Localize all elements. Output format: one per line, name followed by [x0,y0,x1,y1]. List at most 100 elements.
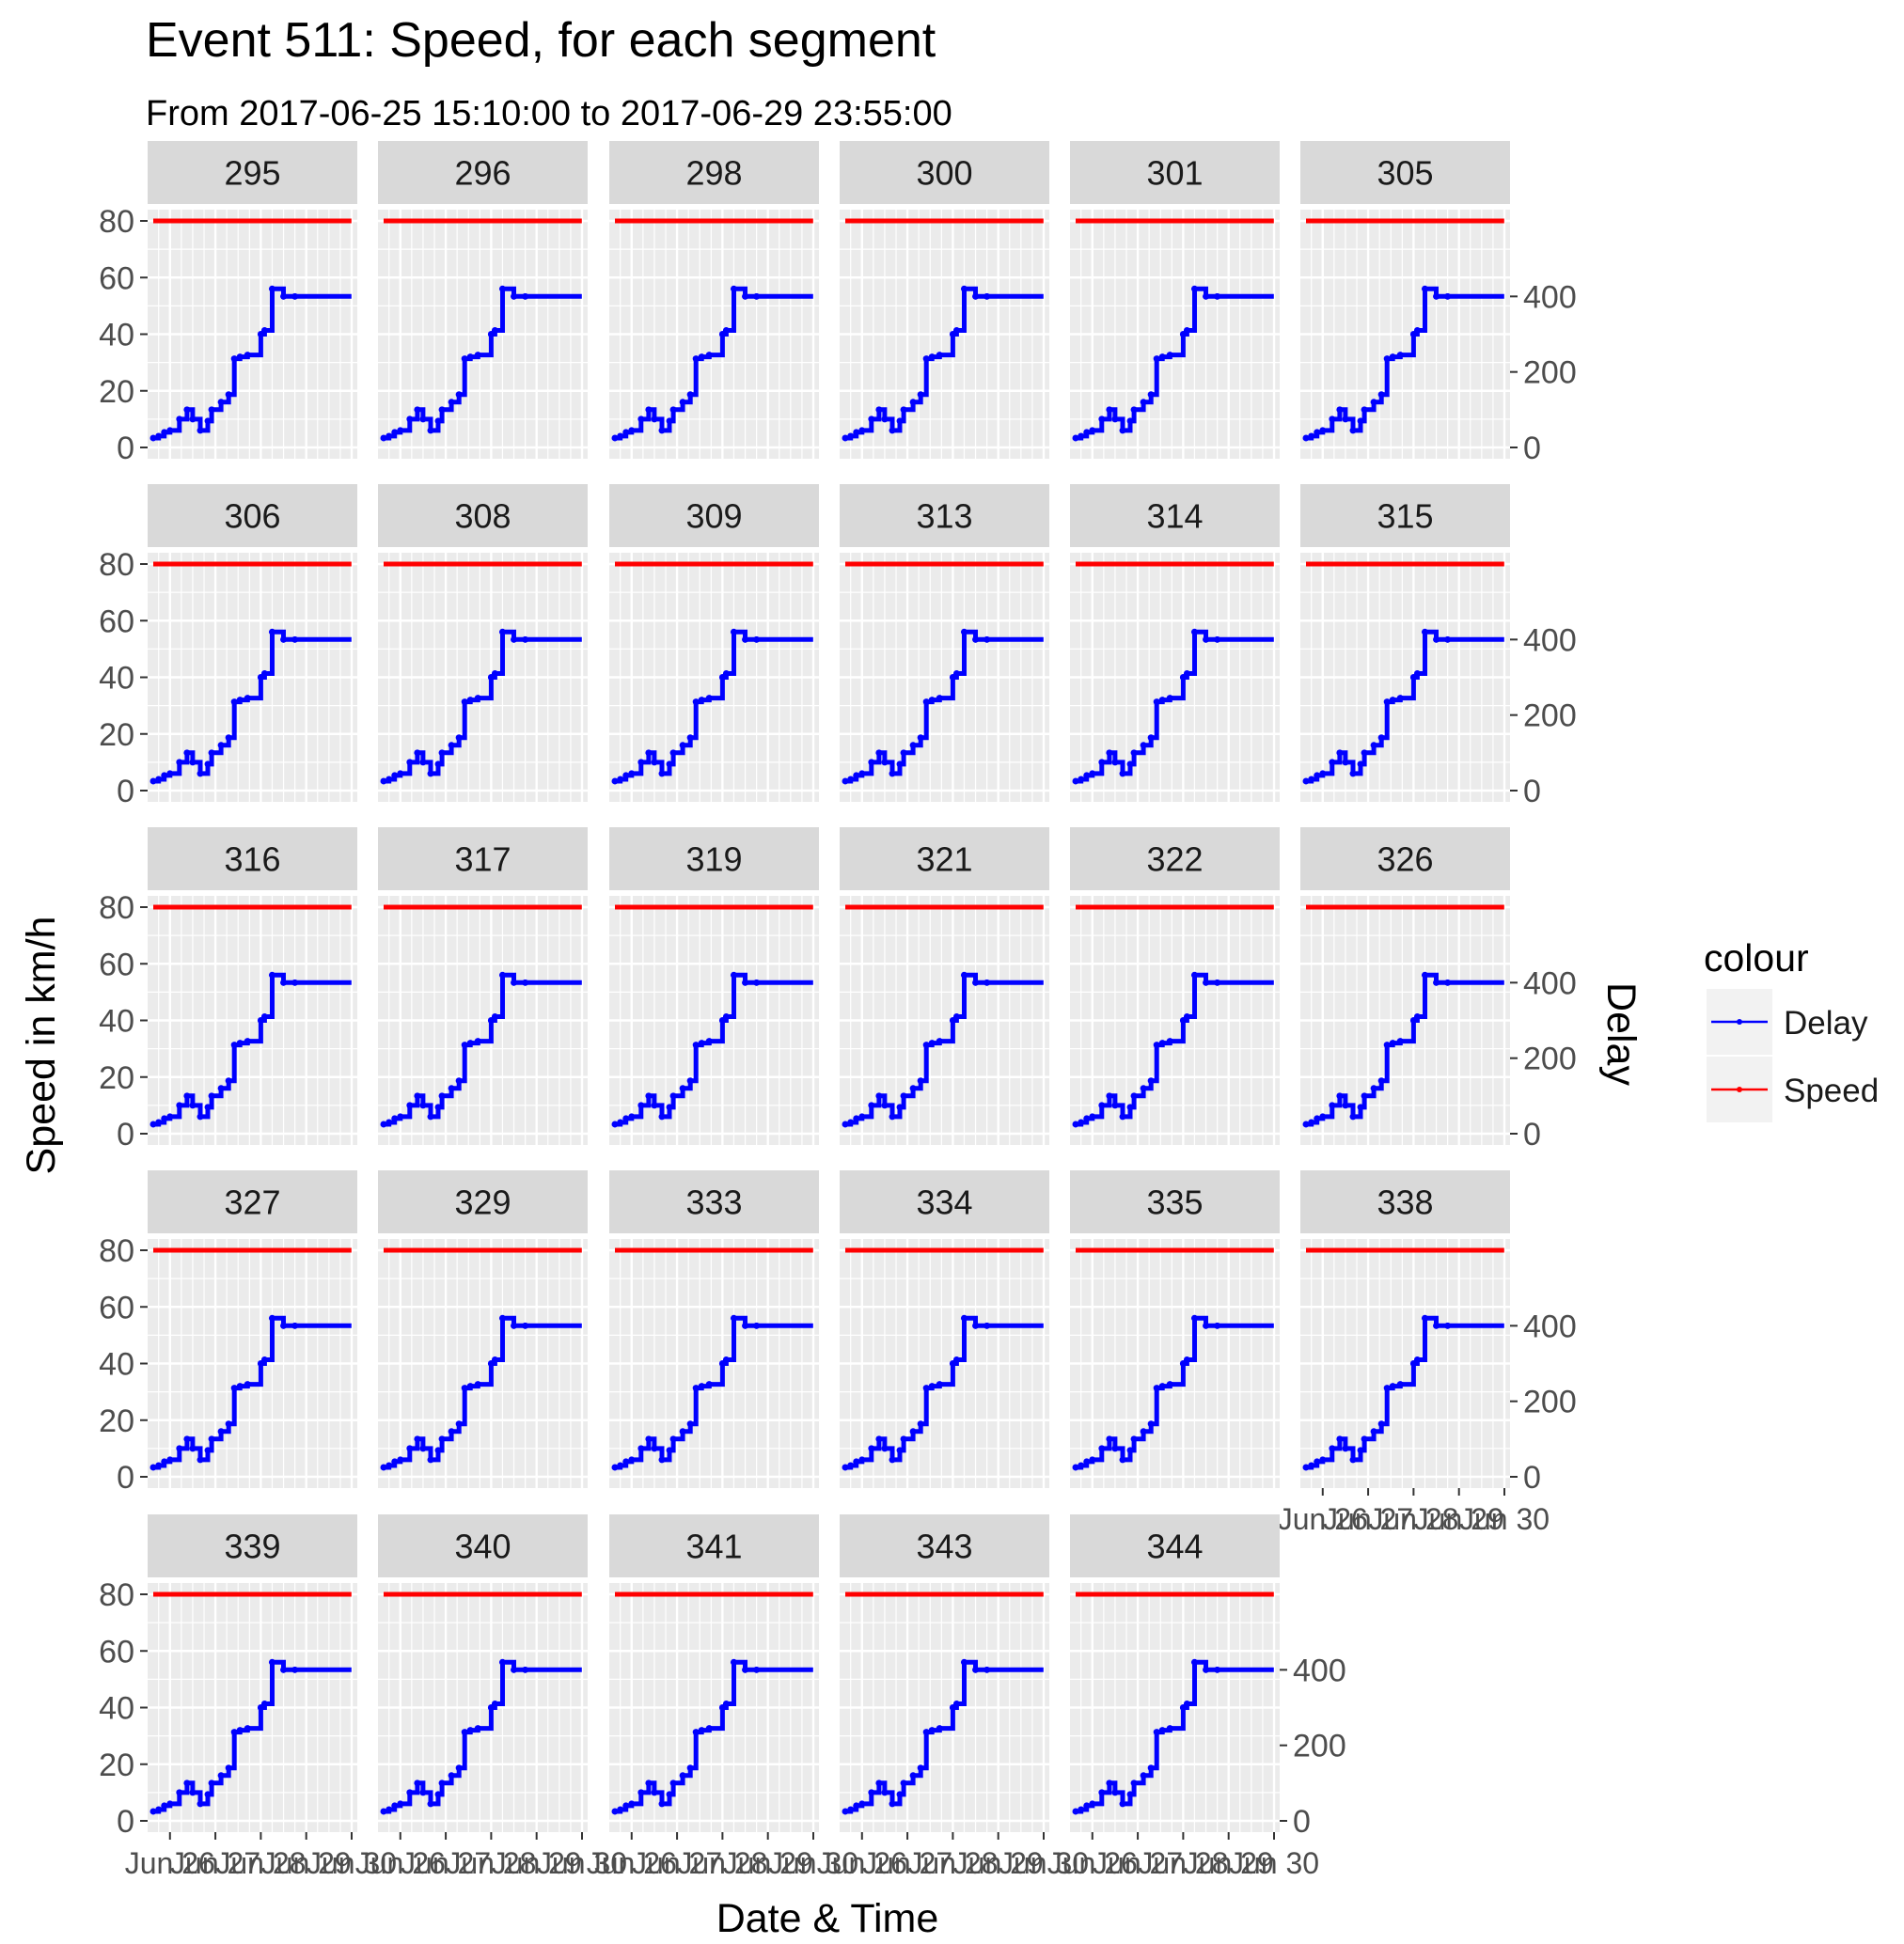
delay-point [722,669,730,677]
delay-point [1308,432,1315,440]
delay-point [474,352,481,359]
delay-point [391,772,399,779]
delay-point [1130,749,1138,757]
facet-label: 306 [224,497,280,536]
delay-point [448,1428,455,1435]
delay-point [847,1806,855,1813]
delay-point [461,355,468,363]
delay-point [166,770,174,777]
delay-point [230,698,238,706]
delay-point [858,1113,866,1121]
delay-point [1383,1385,1391,1392]
delay-point [1421,628,1428,635]
delay-point [651,415,658,423]
delay-point [753,1322,761,1329]
delay-point [1089,427,1096,434]
delay-point [917,1077,924,1085]
delay-point [1396,695,1404,702]
delay-point [498,1314,506,1322]
delay-point [628,427,636,434]
delay-point [686,734,694,742]
delay-point [1370,742,1377,749]
delay-point [204,760,212,768]
facet-strip [609,141,819,204]
delay-point [622,1115,630,1122]
facet-label: 321 [916,840,972,879]
delay-point [161,1802,168,1810]
delay-point [658,427,666,434]
x-tick-label: Jun 26 [1047,1846,1138,1880]
delay-point [1413,1356,1421,1363]
delay-point [742,1666,749,1673]
delay-point [280,979,288,986]
delay-point [498,285,506,292]
facet-strip [1070,827,1280,890]
facet-panel: 329 [378,1170,588,1488]
delay-point [149,1464,157,1471]
delay-point [1166,695,1173,702]
delay-point [1389,697,1396,704]
delay-point [414,406,421,414]
delay-point [1078,776,1085,783]
delay-point [666,1447,673,1454]
facet-strip [840,1514,1049,1577]
facet-strip [148,827,357,890]
delay-point [1421,285,1428,292]
delay-point [386,432,393,440]
delay-point [692,1042,700,1049]
delay-point [858,1456,866,1464]
delay-point [161,1115,168,1122]
delay-point [705,1381,713,1388]
facet-strip [378,1170,588,1233]
delay-point [225,1420,232,1428]
delay-point [900,749,907,757]
delay-point [419,1102,427,1109]
delay-point [236,1383,244,1390]
delay-point [397,1456,404,1464]
delay-point [434,1447,442,1454]
delay-point [868,759,875,766]
delay-point [474,695,481,702]
delay-point [705,695,713,702]
legend-label: Delay [1784,1005,1868,1042]
delay-point [406,1445,414,1452]
delay-point [1083,772,1091,779]
delay-point [461,1042,468,1049]
delay-point [960,285,968,292]
delay-point [230,355,238,363]
delay-point [666,1104,673,1111]
delay-point [217,1772,225,1779]
y-axis-right-title: Delay [1598,982,1644,1086]
delay-point [669,749,677,757]
delay-point [730,971,737,979]
delay-point [260,326,268,334]
facet-label: 329 [454,1184,511,1222]
delay-point [197,1800,204,1808]
delay-point [448,399,455,406]
delay-point [666,760,673,768]
delay-point [155,776,163,783]
delay-point [1106,1092,1113,1100]
delay-point [466,697,474,704]
delay-point [197,1456,204,1464]
delay-point [622,772,630,779]
delay-point [1072,1121,1079,1128]
delay-point [1214,1322,1221,1329]
delay-point [438,749,446,757]
delay-point [455,1764,463,1772]
x-tick-label: Jun 28 [1138,1846,1228,1880]
facet-strip [1300,141,1510,204]
facet-strip [609,1170,819,1233]
delay-point [397,1113,404,1121]
y-tick-label: 0 [117,1804,134,1840]
facet-panel: 309 [609,484,819,802]
delay-point [1106,406,1113,414]
x-tick-label: Jun 27 [170,1846,260,1880]
delay-point [1098,415,1106,423]
delay-point [1147,1420,1155,1428]
delay-point [1203,979,1210,986]
delay-point [434,1104,442,1111]
delay-point [522,1322,529,1329]
